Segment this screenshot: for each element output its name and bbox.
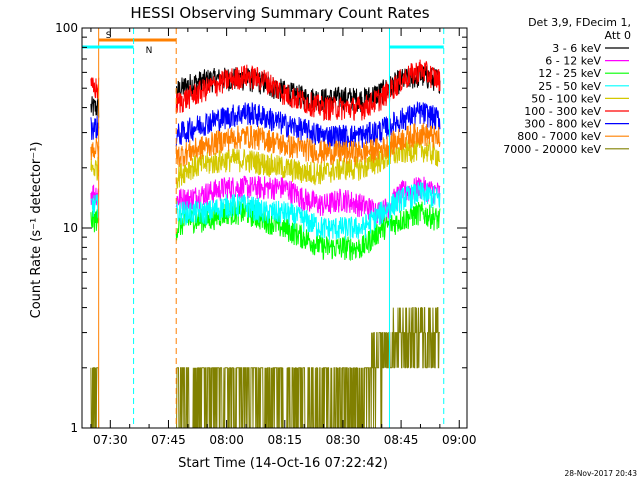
legend-entry-label: 12 - 25 keV [538,67,601,80]
series-layer [90,59,441,428]
series-4 [90,137,441,189]
series-3 [90,182,441,241]
series-line [90,307,440,428]
legend-header-line: Det 3,9, FDecim 1, [528,16,631,29]
y-tick-label: 1 [70,421,78,435]
series-line [90,182,441,241]
x-tick-label: 07:45 [151,433,186,447]
series-6 [90,100,441,150]
legend-entry-label: 25 - 50 keV [538,80,601,93]
legend-entry-label: 3 - 6 keV [552,42,601,55]
series-line [90,59,441,122]
x-tick-label: 08:45 [384,433,419,447]
chart-title: HESSI Observing Summary Count Rates [130,4,429,22]
series-5 [90,59,441,122]
axis-layer: 07:30 07:45 08:00 08:15 08:30 08:45 09:00 1 10 10… [55,21,476,447]
annotation-layer: SN [82,28,445,428]
annotation-label: S [106,31,112,41]
legend-entry-label: 100 - 300 keV [524,105,601,118]
x-tick-label: 08:15 [267,433,302,447]
legend-entry-label: 300 - 800 keV [524,118,601,131]
x-tick-label: 08:00 [209,433,244,447]
x-axis-label: Start Time (14-Oct-16 07:22:42) [178,456,388,471]
x-tick-label: 08:30 [326,433,361,447]
x-tick-label: 07:30 [93,433,128,447]
timestamp: 28-Nov-2017 20:43 [565,469,638,478]
y-tick-label: 10 [63,221,78,235]
legend-entry-label: 50 - 100 keV [531,92,601,105]
legend-entry-label: 7000 - 20000 keV [503,143,601,156]
legend-header-line: Att 0 [605,29,631,42]
series-line [90,123,441,168]
y-axis-label: Count Rate (s⁻¹ detector⁻¹) [29,142,44,319]
y-tick-label: 100 [55,21,78,35]
legend-entry-label: 6 - 12 keV [545,55,601,68]
series-line [90,137,441,189]
legend-entry-label: 800 - 7000 keV [517,130,601,143]
series-line [90,100,441,150]
series-8 [90,307,440,428]
series-7 [90,123,441,168]
annotation-label: N [146,46,153,56]
x-tick-label: 09:00 [442,433,477,447]
